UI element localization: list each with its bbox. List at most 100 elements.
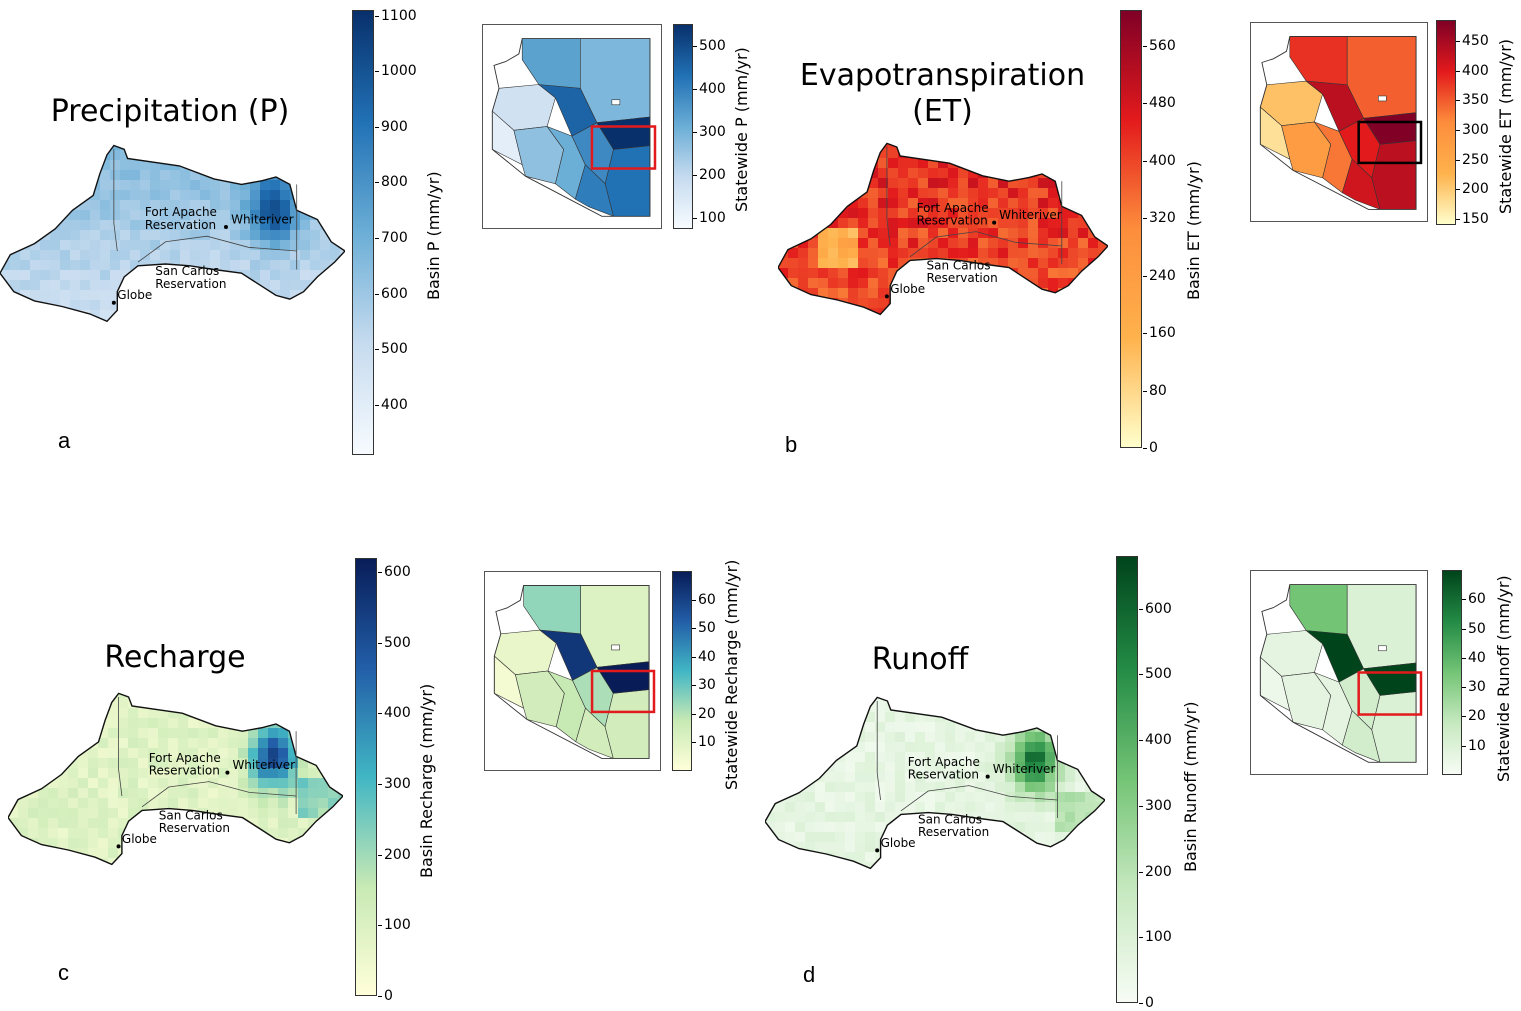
colorbar-tick-label: 300 — [1139, 797, 1172, 814]
place-label: Reservation — [145, 218, 216, 232]
colorbar-tick-label: 250 — [1456, 151, 1489, 168]
colorbar-tick-label: 320 — [1143, 210, 1176, 227]
place-label: Whiteriver — [231, 212, 294, 226]
colorbar-tick-label: 400 — [1456, 62, 1489, 79]
colorbar-tick-label: 0 — [1139, 995, 1154, 1011]
panel-letter: c — [58, 960, 69, 985]
colorbar-tick-label: 0 — [1143, 440, 1158, 456]
statewide-colorbar-label: Statewide P (mm/yr) — [732, 47, 751, 212]
colorbar-tick-label: 500 — [375, 341, 408, 358]
place-label: Fort Apache — [908, 755, 980, 769]
place-label: Reservation — [155, 277, 226, 291]
place-label: Whiteriver — [232, 758, 295, 772]
colorbar-tick-label: 600 — [375, 285, 408, 302]
colorbar-tick-label: 450 — [1456, 32, 1489, 49]
colorbar-tick-label: 20 — [692, 705, 716, 722]
colorbar-tick-label: 500 — [693, 37, 726, 54]
colorbar-tick-label: 100 — [693, 210, 726, 227]
colorbar-tick-label: 900 — [375, 118, 408, 135]
place-label: Reservation — [917, 213, 988, 227]
colorbar-tick-label: 1100 — [375, 7, 417, 24]
place-label: Globe — [881, 836, 916, 850]
colorbar-tick-label: 300 — [693, 123, 726, 140]
colorbar-tick-label: 10 — [692, 734, 716, 751]
colorbar-tick-label: 160 — [1143, 325, 1176, 342]
colorbar-tick-label: 800 — [375, 174, 408, 191]
place-label: Globe — [122, 832, 157, 846]
statewide-colorbar-label: Statewide Runoff (mm/yr) — [1494, 575, 1513, 782]
colorbar-tick-label: 300 — [378, 776, 411, 793]
place-label: Fort Apache — [149, 751, 221, 765]
place-label: Globe — [890, 282, 925, 296]
colorbar-tick-label: 400 — [1143, 152, 1176, 169]
place-label: Reservation — [918, 825, 989, 839]
colorbar-tick-label: 480 — [1143, 95, 1176, 112]
statewide-inset-map — [482, 24, 662, 229]
statewide-colorbar-label: Statewide ET (mm/yr) — [1496, 38, 1515, 214]
panel-title: Evapotranspiration (ET) — [799, 58, 1086, 129]
statewide-colorbar-label: Statewide Recharge (mm/yr) — [722, 559, 741, 790]
colorbar-tick-label: 400 — [378, 705, 411, 722]
basin-colorbar-label: Basin P (mm/yr) — [424, 171, 443, 300]
place-label: San Carlos — [927, 258, 991, 272]
basin-colorbar-label: Basin Runoff (mm/yr) — [1181, 701, 1200, 872]
colorbar-tick-label: 500 — [378, 634, 411, 651]
colorbar-tick-label: 200 — [1456, 181, 1489, 198]
colorbar-tick-label: 40 — [1462, 649, 1486, 666]
colorbar-tick-label: 500 — [1139, 666, 1172, 683]
colorbar-tick-label: 350 — [1456, 92, 1489, 109]
panel-letter: d — [803, 962, 816, 987]
statewide-inset-map — [1250, 22, 1428, 222]
statewide-colorbar — [672, 571, 692, 771]
colorbar-tick-label: 200 — [1139, 863, 1172, 880]
place-label: Globe — [117, 288, 152, 302]
panel-title: Runoff — [871, 642, 969, 677]
colorbar-tick-label: 400 — [1139, 732, 1172, 749]
colorbar-tick-label: 200 — [693, 167, 726, 184]
panel-letter: b — [785, 432, 798, 457]
colorbar-tick-label: 0 — [378, 988, 393, 1004]
colorbar-tick-label: 400 — [375, 396, 408, 413]
colorbar-tick-label: 600 — [1139, 600, 1172, 617]
statewide-inset-map — [484, 571, 661, 771]
basin-colorbar-label: Basin ET (mm/yr) — [1184, 161, 1203, 300]
place-label: Reservation — [159, 821, 230, 835]
basin-colorbar — [352, 10, 374, 455]
colorbar-tick-label: 50 — [1462, 620, 1486, 637]
place-label: Reservation — [149, 763, 220, 777]
panel-letter: a — [58, 428, 71, 453]
colorbar-tick-label: 20 — [1462, 708, 1486, 725]
colorbar-tick-label: 100 — [378, 917, 411, 934]
place-label: Whiteriver — [999, 208, 1062, 222]
colorbar-tick-label: 10 — [1462, 737, 1486, 754]
colorbar-tick-label: 1000 — [375, 63, 417, 80]
colorbar-tick-label: 30 — [692, 677, 716, 694]
colorbar-tick-label: 240 — [1143, 267, 1176, 284]
statewide-colorbar — [1436, 20, 1456, 225]
basin-colorbar — [355, 558, 377, 996]
colorbar-tick-label: 700 — [375, 230, 408, 247]
colorbar-tick-label: 560 — [1143, 37, 1176, 54]
colorbar-tick-label: 80 — [1143, 382, 1167, 399]
panel-title: Precipitation (P) — [50, 94, 290, 129]
place-label: Whiteriver — [993, 762, 1056, 776]
place-label: San Carlos — [155, 264, 219, 278]
statewide-colorbar — [673, 24, 693, 229]
place-label: Reservation — [927, 271, 998, 285]
place-label: Reservation — [908, 767, 979, 781]
basin-colorbar-label: Basin Recharge (mm/yr) — [417, 683, 436, 878]
statewide-inset-map — [1250, 570, 1428, 775]
basin-colorbar — [1120, 10, 1142, 448]
colorbar-tick-label: 60 — [1462, 591, 1486, 608]
place-label: Fort Apache — [917, 201, 989, 215]
place-label: San Carlos — [918, 812, 982, 826]
place-label: San Carlos — [159, 808, 223, 822]
place-label: Fort Apache — [145, 205, 217, 219]
colorbar-tick-label: 30 — [1462, 679, 1486, 696]
colorbar-tick-label: 60 — [692, 591, 716, 608]
colorbar-tick-label: 100 — [1139, 929, 1172, 946]
